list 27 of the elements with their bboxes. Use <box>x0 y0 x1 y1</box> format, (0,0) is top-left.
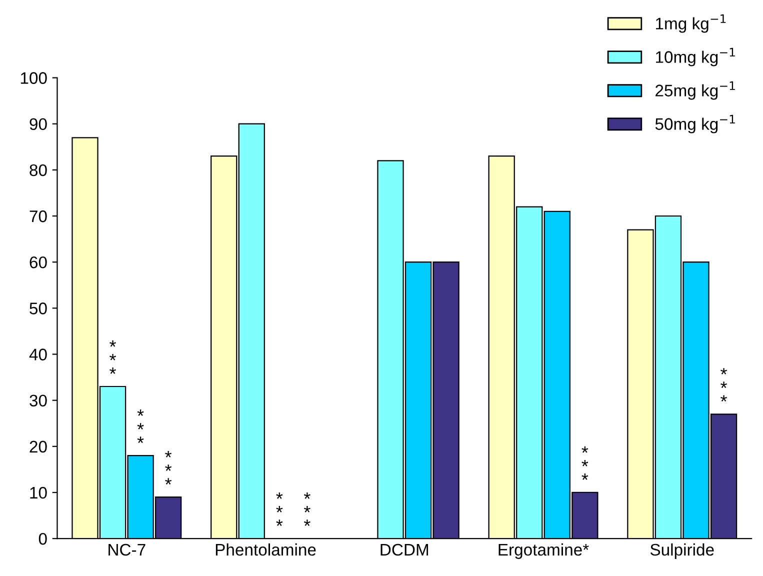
y-tick-label: 60 <box>30 256 47 268</box>
x-tick-label: Ergotamine* <box>498 543 589 559</box>
legend-label: 50mg kg$^{−1}$ <box>655 114 735 134</box>
x-tick-label: NC-7 <box>108 544 146 556</box>
x-tick-label: Sulpiride <box>650 543 714 559</box>
annotation: *** <box>276 492 283 526</box>
y-tick-label: 20 <box>30 440 47 453</box>
annotation: *** <box>720 368 728 402</box>
x-tick-label: DCDM <box>380 544 428 556</box>
y-tick-label: 50 <box>30 302 47 314</box>
y-tick-label: 80 <box>30 164 47 176</box>
legend-label: 25mg kg$^{−1}$ <box>656 81 735 100</box>
legend-label: 10mg kg$^{−1}$ <box>656 48 735 66</box>
annotation: *** <box>110 340 116 374</box>
legend-label: 1mg kg$^{−1}$ <box>656 14 726 33</box>
annotation: *** <box>137 410 144 444</box>
annotation: *** <box>582 446 588 480</box>
annotation: *** <box>165 451 172 484</box>
y-tick-label: 70 <box>30 210 47 222</box>
annotation: *** <box>304 492 310 526</box>
y-tick-label: 0 <box>38 532 47 545</box>
y-tick-label: 30 <box>30 394 47 407</box>
y-tick-label: 10 <box>30 486 47 499</box>
y-tick-label: 90 <box>30 118 47 130</box>
y-tick-label: 40 <box>29 348 47 360</box>
x-tick-label: Phentolamine <box>216 543 316 556</box>
y-tick-label: 100 <box>20 72 47 84</box>
